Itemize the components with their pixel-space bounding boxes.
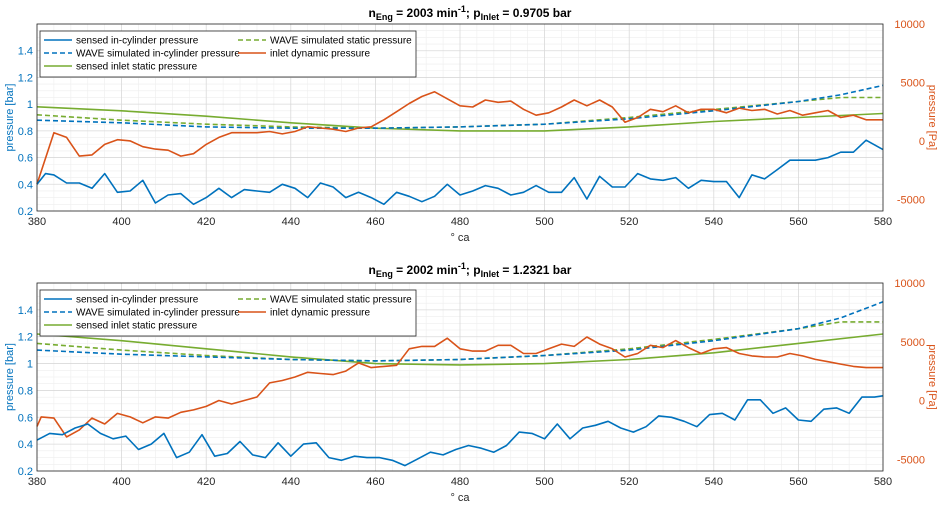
plot-frame <box>36 282 884 472</box>
legend-item: WAVE simulated static pressure <box>238 36 412 47</box>
legend-box <box>39 289 417 337</box>
series-line <box>36 336 883 438</box>
right-tick-labels: -5000 0 5000 10000 <box>894 278 925 466</box>
series-line <box>36 84 884 129</box>
right-tick-labels: -5000 0 5000 10000 <box>894 19 925 206</box>
x-tick-label: 520 <box>620 216 638 228</box>
plot-area <box>36 282 884 472</box>
left-tick-labels: 0.2 0.4 0.6 0.8 1 1.2 1.4 <box>18 305 33 478</box>
legend-label: sensed in-cylinder pressure <box>76 36 199 47</box>
legend-label: WAVE simulated in-cylinder pressure <box>76 308 240 319</box>
y-tick-label-right: -5000 <box>897 194 925 206</box>
y-tick-label-left: 1 <box>27 99 33 111</box>
legend-label: inlet dynamic pressure <box>270 49 370 60</box>
x-tick-label: 560 <box>789 476 807 488</box>
x-tick-label: 380 <box>28 476 46 488</box>
y-tick-label-right: 0 <box>919 136 925 148</box>
y-tick-label-left: 1.2 <box>18 72 33 84</box>
legend-label: WAVE simulated static pressure <box>270 36 412 47</box>
x-tick-label: 420 <box>197 216 215 228</box>
x-tick-label: 420 <box>197 476 215 488</box>
y-tick-label-left: 0.4 <box>18 439 33 451</box>
x-tick-labels: 380 400 420 440 460 480 500 520 540 560 580 <box>28 476 892 488</box>
legend-label: inlet dynamic pressure <box>270 308 370 319</box>
legend-label: sensed inlet static pressure <box>76 62 198 73</box>
series-group <box>36 301 884 467</box>
x-tick-label: 440 <box>282 216 300 228</box>
legend-box <box>39 30 417 78</box>
y-tick-label-right: 5000 <box>901 337 925 349</box>
y-axis-label-left: pressure [bar] <box>4 343 16 411</box>
legend-item: inlet dynamic pressure <box>238 308 370 319</box>
series-line <box>36 139 884 206</box>
legend: sensed in-cylinder pressure WAVE simulat… <box>39 289 417 337</box>
y-tick-label-left: 0.6 <box>18 153 33 165</box>
legend-item: sensed inlet static pressure <box>44 62 198 73</box>
x-axis-label: ° ca <box>450 492 470 504</box>
y-axis-label-right: pressure [Pa] <box>926 85 938 150</box>
x-axis-label: ° ca <box>450 232 470 244</box>
y-tick-label-right: 10000 <box>894 19 925 31</box>
y-tick-label-left: 0.2 <box>18 466 33 478</box>
left-tick-labels: 0.2 0.4 0.6 0.8 1 1.2 1.4 <box>18 46 33 218</box>
chart-bottom: nEng = 2002 min-1; pInlet = 1.2321 bar 3… <box>4 261 938 504</box>
y-tick-label-right: 0 <box>919 396 925 408</box>
y-tick-label-right: 5000 <box>901 77 925 89</box>
y-tick-label-left: 1.4 <box>18 46 33 58</box>
x-tick-label: 400 <box>112 216 130 228</box>
legend-item: WAVE simulated static pressure <box>238 295 412 306</box>
y-tick-label-left: 0.8 <box>18 126 33 138</box>
x-tick-label: 440 <box>282 476 300 488</box>
y-axis-label-left: pressure [bar] <box>4 84 16 152</box>
x-tick-label: 580 <box>874 216 892 228</box>
legend-item: WAVE simulated in-cylinder pressure <box>44 308 240 319</box>
x-tick-label: 580 <box>874 476 892 488</box>
series-group <box>36 84 884 206</box>
legend-label: sensed inlet static pressure <box>76 321 198 332</box>
plot-frame <box>36 23 884 212</box>
chart-title: nEng = 2002 min-1; pInlet = 1.2321 bar <box>369 261 572 279</box>
x-tick-label: 500 <box>535 476 553 488</box>
y-tick-label-left: 1.2 <box>18 332 33 344</box>
legend-label: WAVE simulated static pressure <box>270 295 412 306</box>
y-tick-label-right: -5000 <box>897 454 925 466</box>
x-tick-label: 520 <box>620 476 638 488</box>
x-tick-label: 480 <box>451 216 469 228</box>
legend-item: sensed in-cylinder pressure <box>44 36 199 47</box>
legend-item: inlet dynamic pressure <box>238 49 370 60</box>
legend-item: sensed inlet static pressure <box>44 321 198 332</box>
y-tick-label-right: 10000 <box>894 278 925 290</box>
legend: sensed in-cylinder pressure WAVE simulat… <box>39 30 417 78</box>
y-tick-label-left: 0.8 <box>18 385 33 397</box>
x-tick-label: 540 <box>705 216 723 228</box>
x-tick-label: 540 <box>705 476 723 488</box>
y-tick-label-left: 0.4 <box>18 179 33 191</box>
legend-item: WAVE simulated in-cylinder pressure <box>44 49 240 60</box>
series-line <box>36 106 884 132</box>
x-tick-labels: 380 400 420 440 460 480 500 520 540 560 580 <box>28 216 892 228</box>
x-tick-label: 560 <box>789 216 807 228</box>
x-tick-label: 500 <box>535 216 553 228</box>
y-axis-label-right: pressure [Pa] <box>926 344 938 409</box>
series-line <box>36 91 883 185</box>
y-tick-label-left: 1.4 <box>18 305 33 317</box>
series-line <box>36 395 884 467</box>
x-tick-label: 480 <box>451 476 469 488</box>
chart-top: nEng = 2003 min-1; pInlet = 0.9705 bar 3… <box>4 4 938 244</box>
x-tick-label: 400 <box>112 476 130 488</box>
x-tick-label: 460 <box>366 216 384 228</box>
y-tick-label-left: 0.6 <box>18 412 33 424</box>
series-line <box>36 333 884 366</box>
y-tick-label-left: 0.2 <box>18 206 33 218</box>
y-tick-label-left: 1 <box>27 359 33 371</box>
legend-label: WAVE simulated in-cylinder pressure <box>76 49 240 60</box>
legend-item: sensed in-cylinder pressure <box>44 295 199 306</box>
x-tick-label: 380 <box>28 216 46 228</box>
chart-title: nEng = 2003 min-1; pInlet = 0.9705 bar <box>369 4 572 22</box>
legend-label: sensed in-cylinder pressure <box>76 295 199 306</box>
x-tick-label: 460 <box>366 476 384 488</box>
series-line <box>36 301 884 362</box>
